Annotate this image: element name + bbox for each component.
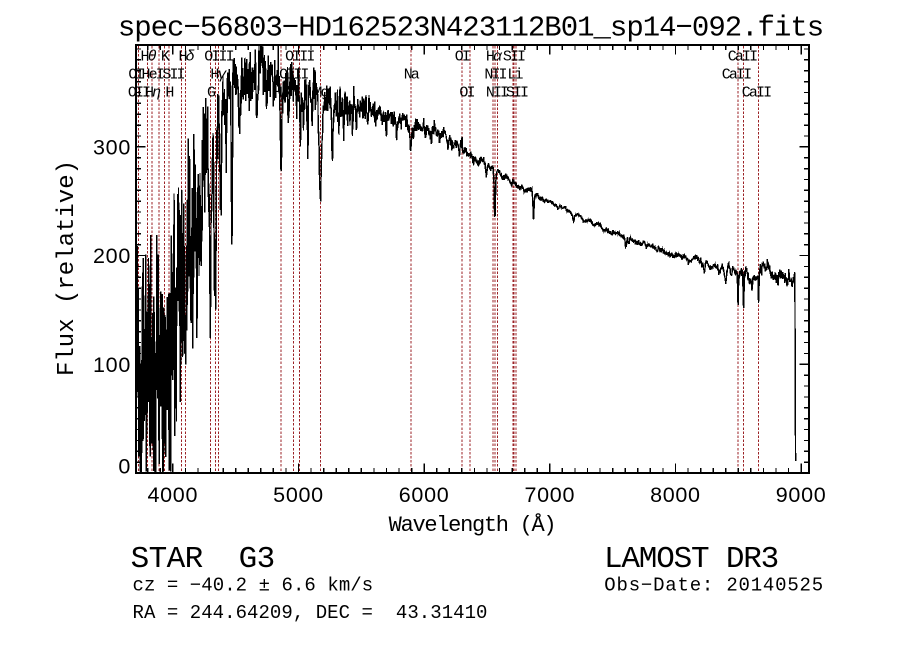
svg-text:Mg: Mg xyxy=(313,85,328,102)
svg-text:Hβ: Hβ xyxy=(274,85,290,102)
svg-text:Li: Li xyxy=(507,67,523,84)
svg-text:OI: OI xyxy=(455,49,470,66)
svg-text:SII: SII xyxy=(506,85,528,102)
svg-text:4000: 4000 xyxy=(147,483,198,507)
svg-text:Flux (relative): Flux (relative) xyxy=(54,160,81,376)
svg-text:8000: 8000 xyxy=(650,483,701,507)
svg-text:SII: SII xyxy=(162,67,184,84)
svg-text:G: G xyxy=(207,85,216,102)
svg-text:6000: 6000 xyxy=(399,483,450,507)
svg-text:CaII: CaII xyxy=(728,49,757,66)
svg-text:Hθ: Hθ xyxy=(140,49,156,66)
svg-text:Hη: Hη xyxy=(145,85,161,102)
svg-text:LAMOST DR3: LAMOST DR3 xyxy=(604,542,778,577)
svg-text:cz = −40.2 ± 6.6 km/s: cz = −40.2 ± 6.6 km/s xyxy=(133,575,374,597)
svg-text:OI: OI xyxy=(128,67,143,84)
svg-text:200: 200 xyxy=(93,244,131,268)
svg-text:100: 100 xyxy=(93,353,131,377)
svg-text:OIII: OIII xyxy=(285,49,314,66)
svg-text:SII: SII xyxy=(503,49,525,66)
svg-text:spec−56803−HD162523N423112B01_: spec−56803−HD162523N423112B01_sp14−092.f… xyxy=(118,12,823,45)
svg-text:0: 0 xyxy=(118,454,131,478)
svg-text:HeI: HeI xyxy=(142,67,164,84)
svg-text:5000: 5000 xyxy=(273,483,324,507)
svg-text:H: H xyxy=(165,85,173,102)
svg-text:NII: NII xyxy=(484,67,506,84)
svg-text:7000: 7000 xyxy=(524,483,575,507)
svg-text:Obs−Date: 20140525: Obs−Date: 20140525 xyxy=(604,575,824,597)
svg-text:OII: OII xyxy=(128,85,150,102)
svg-text:300: 300 xyxy=(93,135,131,159)
svg-text:OIII: OIII xyxy=(279,67,308,84)
svg-text:RA = 244.64209, DEC = 43.3141: RA = 244.64209, DEC = 43.31410 xyxy=(133,602,488,624)
svg-text:STAR G3: STAR G3 xyxy=(131,542,275,577)
svg-text:Wavelength (Å): Wavelength (Å) xyxy=(389,512,556,538)
svg-text:CaII: CaII xyxy=(742,85,771,102)
svg-text:Na: Na xyxy=(404,67,420,84)
svg-text:K: K xyxy=(161,49,170,66)
svg-text:Hδ: Hδ xyxy=(178,49,194,66)
svg-text:CaII: CaII xyxy=(722,67,751,84)
svg-text:NII: NII xyxy=(486,85,508,102)
svg-text:9000: 9000 xyxy=(776,483,827,507)
svg-text:OIII: OIII xyxy=(204,49,233,66)
svg-text:OI: OI xyxy=(459,85,474,102)
